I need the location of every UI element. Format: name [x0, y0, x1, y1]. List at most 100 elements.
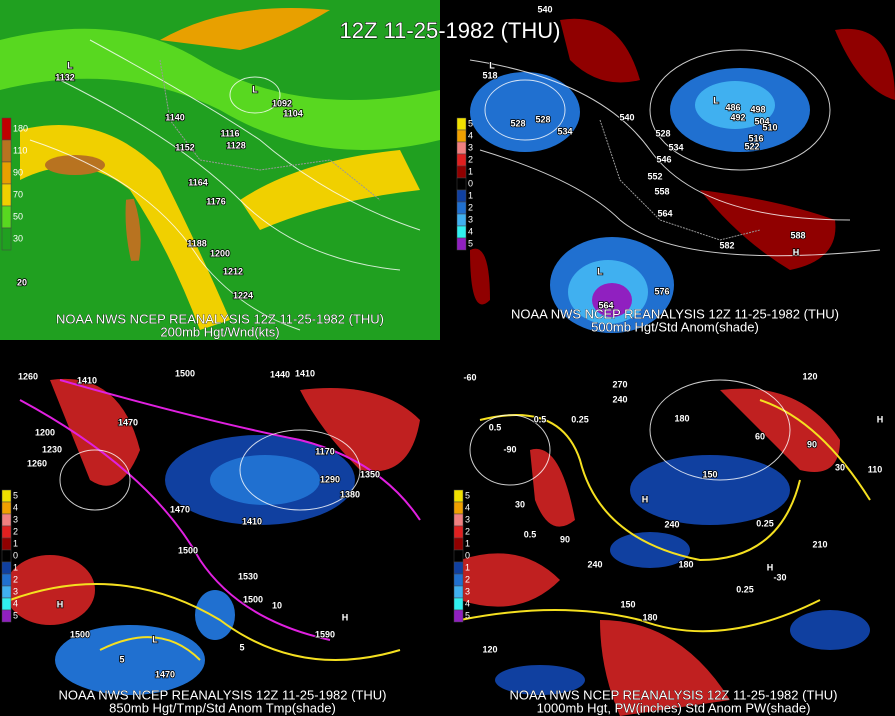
panel-caption: 850mb Hgt/Tmp/Std Anom Tmp(shade) [109, 700, 336, 715]
legend-swatch [1, 117, 12, 141]
contour-label: 510 [762, 122, 777, 132]
contour-label: 1152 [175, 142, 195, 152]
contour-label: 1500 [243, 594, 263, 604]
contour-label: 180 [678, 559, 693, 569]
legend-swatch [456, 153, 467, 167]
contour-label: 0.5 [534, 414, 547, 424]
panel-caption: 200mb Hgt/Wnd(kts) [160, 324, 279, 339]
contour-label: 270 [612, 379, 627, 389]
legend-label: 1 [468, 190, 473, 200]
contour-label: 504 [754, 116, 769, 126]
contour-label: 528 [535, 114, 550, 124]
legend-swatch [453, 549, 464, 563]
contour-label: 1500 [178, 545, 198, 555]
contour-label: 0.5 [489, 422, 502, 432]
contour-label: 1116 [220, 128, 239, 138]
panel-caption: NOAA NWS NCEP REANALYSIS 12Z 11-25-1982 … [56, 311, 384, 326]
legend-swatch [453, 489, 464, 503]
contour-label: H [342, 612, 349, 622]
contour-label: 1500 [70, 629, 90, 639]
panel-200mb [0, 0, 440, 340]
legend-swatch [456, 189, 467, 203]
legend-label: 1 [468, 166, 473, 176]
legend-label: 50 [13, 211, 23, 221]
legend-swatch [1, 597, 12, 611]
contour-label: 1500 [175, 368, 195, 378]
contour-label: 564 [657, 208, 672, 218]
contour-label: -60 [463, 372, 476, 382]
contour-label: 1200 [35, 427, 55, 437]
legend-swatch [453, 537, 464, 551]
legend-swatch [456, 129, 467, 143]
legend-swatch [1, 573, 12, 587]
legend-label: 110 [13, 145, 27, 155]
contour-label: 1590 [315, 629, 335, 639]
panel-500mb [455, 0, 895, 335]
contour-label: 120 [802, 371, 817, 381]
contour-label: L [67, 60, 73, 70]
legend-label: 5 [13, 610, 18, 620]
contour-label: H [642, 494, 649, 504]
contour-label: 5 [239, 642, 244, 652]
contour-label: 516 [748, 133, 763, 143]
contour-label: 60 [755, 431, 765, 441]
contour-label: 1176 [206, 196, 226, 206]
contour-label: L [597, 266, 603, 276]
contour-label: 558 [654, 186, 669, 196]
contour-label: L [713, 95, 719, 105]
contour-label: 5 [119, 654, 124, 664]
legend-label: 3 [468, 142, 473, 152]
contour-label: 20 [17, 277, 27, 287]
contour-label: 1170 [315, 446, 335, 456]
contour-label: 30 [835, 462, 845, 472]
contour-label: 588 [790, 230, 805, 240]
legend-swatch [456, 141, 467, 155]
legend-swatch [1, 205, 12, 229]
legend-label: 180 [13, 123, 28, 133]
contour-label: 1188 [187, 238, 207, 248]
legend-label: 2 [468, 154, 473, 164]
contour-label: 534 [557, 126, 572, 136]
contour-label: 1350 [360, 469, 380, 479]
contour-label: 180 [674, 413, 689, 423]
legend-swatch [456, 117, 467, 131]
legend-label: 5 [468, 238, 473, 248]
legend-label: 3 [13, 514, 18, 524]
contour-label: 0.25 [571, 414, 589, 424]
contour-label: 1260 [18, 371, 38, 381]
contour-label: 1224 [233, 290, 253, 300]
contour-label: 498 [750, 104, 765, 114]
legend-label: 2 [465, 574, 470, 584]
legend-swatch [1, 501, 12, 515]
contour-label: H [793, 247, 800, 257]
legend-swatch [456, 225, 467, 239]
contour-label: 1530 [238, 571, 258, 581]
legend-swatch [1, 525, 12, 539]
contour-label: 240 [612, 394, 627, 404]
legend-swatch [1, 489, 12, 503]
legend-label: 1 [465, 538, 470, 548]
legend-swatch [453, 609, 464, 623]
legend-swatch [453, 525, 464, 539]
contour-label: 1132 [55, 72, 75, 82]
contour-label: 90 [560, 534, 570, 544]
contour-label: 1410 [77, 375, 97, 385]
legend-label: 4 [465, 502, 470, 512]
legend-label: 3 [13, 586, 18, 596]
legend-label: 2 [465, 526, 470, 536]
contour-label: 150 [620, 599, 635, 609]
panel-caption: NOAA NWS NCEP REANALYSIS 12Z 11-25-1982 … [59, 687, 387, 702]
legend-label: 4 [465, 598, 470, 608]
contour-label: 1410 [242, 516, 262, 526]
legend-label: 4 [13, 598, 18, 608]
legend-label: 2 [13, 526, 18, 536]
legend-label: 1 [465, 562, 470, 572]
legend-swatch [453, 561, 464, 575]
contour-label: 1410 [295, 368, 315, 378]
contour-label: 576 [654, 286, 669, 296]
legend-label: 4 [13, 502, 18, 512]
contour-label: -90 [503, 444, 516, 454]
panel-850mb [0, 372, 445, 716]
